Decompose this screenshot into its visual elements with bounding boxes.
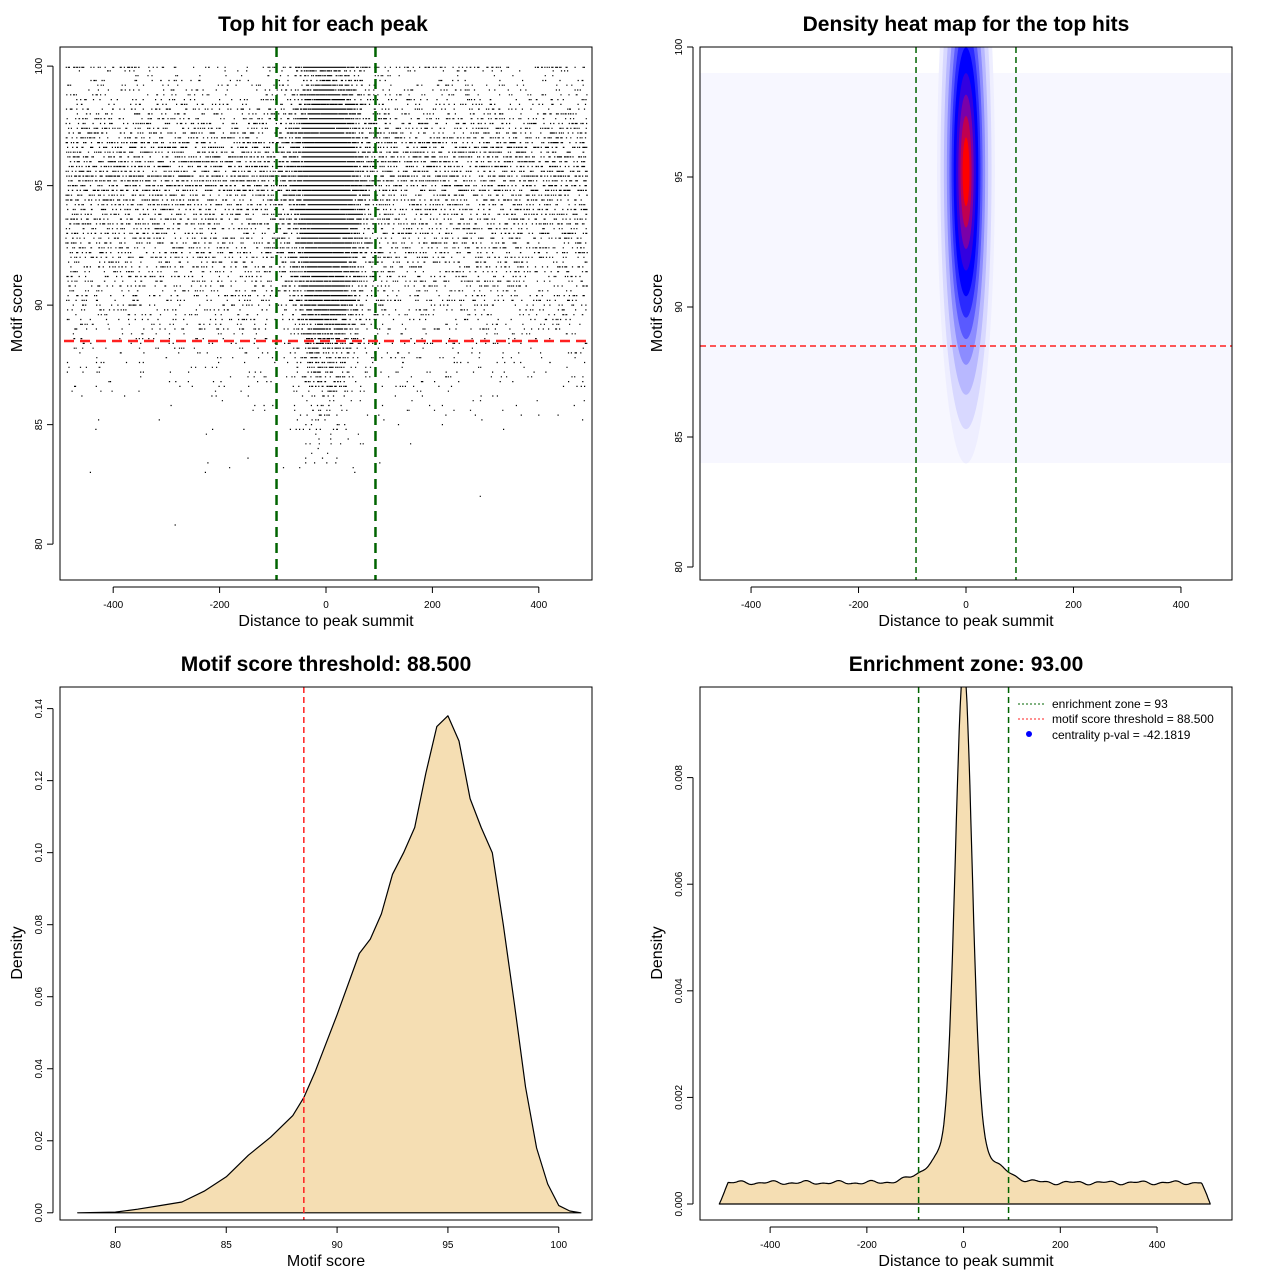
distance-density-y-tick-label: 0.004 (674, 978, 685, 1003)
distance-density-reference-lines (917, 687, 1010, 1220)
score-density-y-tick-label: 0.00 (34, 1203, 45, 1223)
legend: enrichment zone = 93 motif score thresho… (1018, 697, 1214, 742)
scatter-x-tick-label: -200 (210, 600, 230, 611)
score-density-x-tick-label: 80 (110, 1240, 122, 1251)
score-density-y-tick-label: 0.04 (34, 1059, 45, 1079)
scatter-axes-ticks: -400 -200 0 200 400 80 85 90 95 100 (34, 57, 548, 611)
heatmap-panel: Density heat map for the top hits Distan… (649, 13, 1233, 630)
distance-density-x-label: Distance to peak summit (878, 1253, 1054, 1270)
distance-density-x-tick-label: 0 (961, 1240, 967, 1251)
score-density-y-tick-label: 0.10 (34, 842, 45, 862)
score-density-x-tick-label: 100 (550, 1240, 567, 1251)
heatmap-y-tick-label: 90 (674, 301, 685, 313)
heatmap-x-tick-label: 200 (1065, 600, 1082, 611)
score-density-x-tick-label: 90 (332, 1240, 344, 1251)
scatter-points (65, 66, 588, 526)
score-density-y-tick-label: 0.06 (34, 987, 45, 1007)
distance-density-x-tick-label: -200 (857, 1240, 877, 1251)
scatter-y-tick-label: 85 (34, 419, 45, 431)
legend-label-enrichment: enrichment zone = 93 (1052, 697, 1168, 711)
distance-density-y-tick-label: 0.008 (674, 765, 685, 790)
scatter-x-label: Distance to peak summit (238, 613, 414, 630)
distance-density-axes-ticks: -400 -200 0 200 400 0.000 0.002 0.004 0.006 0.008 (674, 765, 1166, 1251)
heatmap-x-tick-label: -200 (849, 600, 869, 611)
distance-density-y-tick-label: 0.006 (674, 871, 685, 896)
heatmap-title: Density heat map for the top hits (803, 13, 1130, 36)
scatter-y-tick-label: 100 (34, 57, 45, 74)
heatmap-y-tick-label: 100 (674, 38, 685, 55)
score-density-x-tick-label: 85 (221, 1240, 233, 1251)
score-density-curve (77, 715, 582, 1214)
distance-density-plot-frame (699, 686, 1233, 1221)
heatmap-x-tick-label: -400 (741, 600, 761, 611)
score-density-y-tick-label: 0.12 (34, 770, 45, 790)
scatter-y-label: Motif score (9, 274, 26, 352)
scatter-x-tick-label: 0 (323, 600, 329, 611)
heatmap-x-tick-label: 400 (1173, 600, 1190, 611)
score-density-axes-ticks: 80 85 90 95 100 0.00 0.02 0.04 0.06 0.08 0.10 0.12 0… (34, 698, 568, 1251)
scatter-y-tick-label: 90 (34, 299, 45, 311)
score-density-x-label: Motif score (287, 1253, 365, 1270)
heatmap-x-label: Distance to peak summit (878, 613, 1054, 630)
score-density-area (77, 715, 582, 1214)
heatmap-plot-frame (699, 46, 1233, 581)
scatter-title: Top hit for each peak (218, 13, 428, 36)
heatmap-x-tick-label: 0 (963, 600, 969, 611)
scatter-y-tick-label: 80 (34, 538, 45, 550)
distance-density-area (718, 687, 1211, 1205)
heatmap-cells (700, 47, 1232, 580)
score-density-x-tick-label: 95 (442, 1240, 454, 1251)
legend-label-centrality: centrality p-val = -42.1819 (1052, 728, 1191, 742)
heatmap-y-tick-label: 85 (674, 431, 685, 443)
scatter-panel: Top hit for each peak Distance to peak s… (9, 13, 593, 630)
scatter-x-tick-label: -400 (103, 600, 123, 611)
heatmap-density-contour (962, 137, 970, 207)
scatter-reference-lines (60, 47, 592, 580)
distance-density-y-tick-label: 0.002 (674, 1084, 685, 1109)
legend-swatch-centrality (1026, 731, 1032, 737)
score-density-title: Motif score threshold: 88.500 (181, 653, 472, 676)
scatter-x-tick-label: 400 (530, 600, 547, 611)
heatmap-y-tick-label: 95 (674, 171, 685, 183)
scatter-point-cloud (65, 66, 588, 526)
heatmap-axes-ticks: -400 -200 0 200 400 80 85 90 95 100 (674, 38, 1190, 611)
scatter-y-tick-label: 95 (34, 180, 45, 192)
score-density-y-tick-label: 0.08 (34, 915, 45, 935)
distance-density-x-tick-label: 400 (1149, 1240, 1166, 1251)
legend-label-threshold: motif score threshold = 88.500 (1052, 712, 1214, 726)
score-density-y-label: Density (9, 926, 26, 979)
score-density-y-tick-label: 0.02 (34, 1131, 45, 1151)
scatter-plot-frame (59, 46, 593, 581)
heatmap-y-tick-label: 80 (674, 561, 685, 573)
score-density-plot-frame (59, 686, 593, 1221)
scatter-x-tick-label: 200 (424, 600, 441, 611)
distance-density-curve (718, 687, 1211, 1205)
distance-density-title: Enrichment zone: 93.00 (849, 653, 1084, 676)
distance-density-y-label: Density (649, 926, 666, 979)
distance-density-x-tick-label: 200 (1052, 1240, 1069, 1251)
score-density-y-tick-label: 0.14 (34, 698, 45, 718)
distance-density-x-tick-label: -400 (760, 1240, 780, 1251)
distance-density-panel: Enrichment zone: 93.00 Distance to peak … (649, 653, 1233, 1270)
distance-density-y-tick-label: 0.000 (674, 1191, 685, 1216)
heatmap-y-label: Motif score (649, 274, 666, 352)
score-density-panel: Motif score threshold: 88.500 Motif scor… (9, 653, 593, 1270)
heatmap-reference-lines (700, 47, 1232, 580)
